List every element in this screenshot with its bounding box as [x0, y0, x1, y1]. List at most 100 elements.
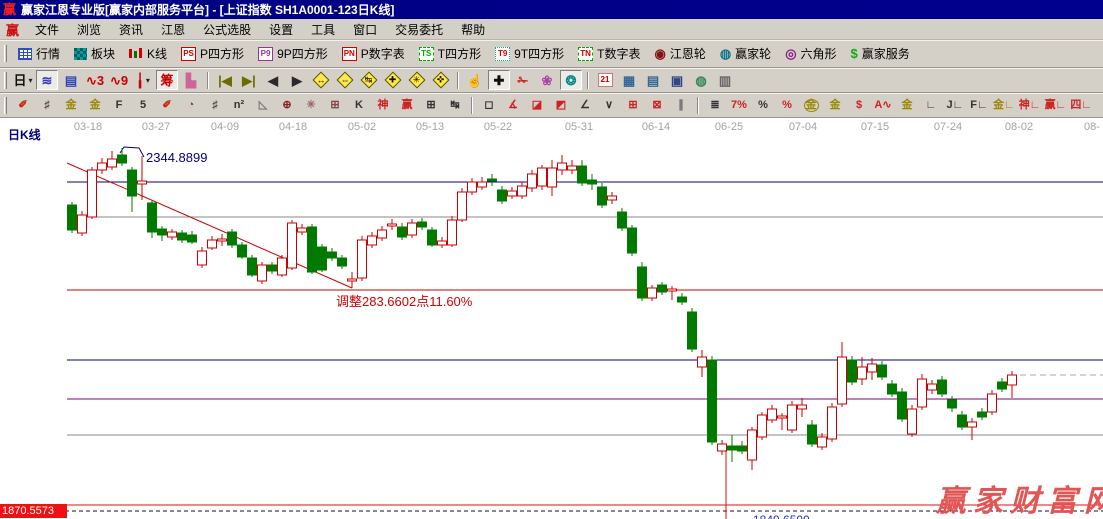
zigzag-button[interactable]: ∨	[598, 95, 620, 115]
menu-file[interactable]: 文件	[35, 22, 60, 37]
seven-percent-button[interactable]: 7%	[728, 95, 750, 115]
five-grid-button[interactable]: 5	[132, 95, 154, 115]
price-grid-button[interactable]: ♯	[36, 95, 58, 115]
t-number-table-button[interactable]: TN T数字表	[571, 42, 647, 66]
j-angle-button[interactable]: J∟	[944, 95, 966, 115]
percent-line-button[interactable]: %	[776, 95, 798, 115]
title-bar[interactable]: 赢 赢家江恩专业版[赢家内部服务平台] - [上证指数 SH1A0001-123…	[0, 0, 1103, 19]
menu-formula-stock-pick[interactable]: 公式选股	[203, 22, 252, 37]
fan-lines-button[interactable]: ∡	[502, 95, 524, 115]
calculator-button[interactable]: ▦	[618, 70, 640, 90]
last-page-button[interactable]: ▶|	[238, 70, 260, 90]
t-square-button[interactable]: TS T四方形	[412, 42, 488, 66]
period-selector-dropdown[interactable]: 日 ▾	[12, 70, 34, 90]
calendar-button[interactable]: 21	[594, 70, 616, 90]
info-panel-button[interactable]: ▤	[60, 70, 82, 90]
crosshair-button[interactable]: ✚	[488, 70, 510, 90]
gann-compass-button[interactable]: ⊕	[276, 95, 298, 115]
chart-area[interactable]: 03-18 03-27 04-09 04-18 05-02 05-13 05-22 05-31…	[0, 118, 1103, 519]
parallel-lines-button[interactable]: ∥	[670, 95, 692, 115]
p-number-table-button[interactable]: PN P数字表	[335, 42, 412, 66]
edit-pen-button[interactable]: ✁	[512, 70, 534, 90]
restore-scale-button[interactable]: ↹	[358, 70, 380, 90]
menu-browse[interactable]: 浏览	[77, 22, 102, 37]
angle-ruler-button[interactable]: ◺	[252, 95, 274, 115]
pattern-flower-button[interactable]: ❀	[536, 70, 558, 90]
gann-box-button[interactable]: ⊞	[324, 95, 346, 115]
wave9-button[interactable]: ∿9	[108, 70, 130, 90]
menu-gann[interactable]: 江恩	[161, 22, 186, 37]
chips-distribution-toggle[interactable]: 筹	[156, 70, 178, 90]
print-button[interactable]: ▥	[714, 70, 736, 90]
market-quotes-button[interactable]: 行情	[11, 42, 67, 66]
menu-settings[interactable]: 设置	[269, 22, 294, 37]
toolbar-grip[interactable]	[4, 45, 7, 62]
expand-all-button[interactable]: ✜	[430, 70, 452, 90]
prev-page-button[interactable]: ◀	[262, 70, 284, 90]
memo-button[interactable]: ▤	[642, 70, 664, 90]
p-square-button[interactable]: PS P四方形	[174, 42, 251, 66]
dropdown-arrow-icon[interactable]: ▾	[145, 75, 150, 85]
k-note-button[interactable]: K	[348, 95, 370, 115]
menu-help[interactable]: 帮助	[461, 22, 486, 37]
winner-wheel-button[interactable]: ◍ 赢家轮	[713, 42, 778, 66]
angle-line-button[interactable]: ∠	[574, 95, 596, 115]
compress-vertical-button[interactable]: ✚	[382, 70, 404, 90]
next-page-button[interactable]: ▶	[286, 70, 308, 90]
drag-hand-button[interactable]: ☝	[464, 70, 486, 90]
dense-grid-button[interactable]: ♯	[204, 95, 226, 115]
volume-profile-button[interactable]: ▙	[180, 70, 202, 90]
sectors-button[interactable]: 板块	[67, 42, 122, 66]
toolbar-grip[interactable]	[4, 71, 7, 89]
f-angle-button[interactable]: F∟	[968, 95, 990, 115]
four-angle-button[interactable]: 四∟	[1069, 95, 1093, 115]
fan-box-button[interactable]: ◪	[526, 95, 548, 115]
grid-123-button[interactable]: ⊞	[420, 95, 442, 115]
grid-arrow-button[interactable]: ⊠	[646, 95, 668, 115]
menu-trade-order[interactable]: 交易委托	[395, 22, 444, 37]
shen-angle-button[interactable]: 神∟	[1018, 95, 1042, 115]
gold-grid-2-button[interactable]: 金	[84, 95, 106, 115]
dollar-pen-button[interactable]: $	[848, 95, 870, 115]
save-web-button[interactable]: ◍	[690, 70, 712, 90]
n-square-button[interactable]: n²	[228, 95, 250, 115]
menu-window[interactable]: 窗口	[353, 22, 378, 37]
shen-tool-button[interactable]: 神	[372, 95, 394, 115]
compressed-view-toggle[interactable]: ≋	[36, 70, 58, 90]
winner-service-button[interactable]: $ 赢家服务	[844, 42, 917, 66]
rect-tool-button[interactable]: ◻	[478, 95, 500, 115]
t9-square-button[interactable]: T9 9T四方形	[488, 42, 571, 66]
compress-horizontal-button[interactable]: ↔	[310, 70, 332, 90]
gold-line-button[interactable]: 金	[824, 95, 846, 115]
time-cycle-button[interactable]: ◔	[180, 95, 202, 115]
gann-wheel-small-button[interactable]: ✳	[300, 95, 322, 115]
first-page-button[interactable]: |◀	[214, 70, 236, 90]
paint-brush-button[interactable]: ✐	[12, 95, 34, 115]
kline-button[interactable]: K线	[122, 42, 174, 66]
expand-horizontal-button[interactable]: ⇔	[334, 70, 356, 90]
red-grid-button[interactable]: ⊞	[622, 95, 644, 115]
ying-tool-button[interactable]: 赢	[396, 95, 418, 115]
menu-tools[interactable]: 工具	[311, 22, 336, 37]
red-pen-button[interactable]: ✐	[156, 95, 178, 115]
gold-angle-button[interactable]: 金∟	[992, 95, 1016, 115]
menu-news[interactable]: 资讯	[119, 22, 144, 37]
gold-circle-button[interactable]: 金	[800, 95, 822, 115]
angle-base-button[interactable]: ∟	[920, 95, 942, 115]
dropdown-arrow-icon[interactable]: ▾	[28, 75, 33, 85]
gann-wheel-button[interactable]: ◉ 江恩轮	[647, 42, 712, 66]
p9-square-button[interactable]: P9 9P四方形	[251, 42, 335, 66]
star-scale-button[interactable]: ✳	[406, 70, 428, 90]
candle-style-dropdown[interactable]: ╽ ▾	[132, 70, 154, 90]
percent-button[interactable]: %	[752, 95, 774, 115]
ying-angle-button[interactable]: 赢∟	[1044, 95, 1068, 115]
gold-line2-button[interactable]: 金	[896, 95, 918, 115]
toolbar-grip[interactable]	[4, 96, 7, 114]
smart-select-button[interactable]: ❂	[560, 70, 582, 90]
save-button[interactable]: ▣	[666, 70, 688, 90]
box-fan-button[interactable]: ◩	[550, 95, 572, 115]
gold-grid-1-button[interactable]: 金	[60, 95, 82, 115]
ladder-button[interactable]: ≣	[704, 95, 726, 115]
wave-a-button[interactable]: A∿	[872, 95, 894, 115]
hexagon-button[interactable]: ◎ 六角形	[778, 42, 843, 66]
